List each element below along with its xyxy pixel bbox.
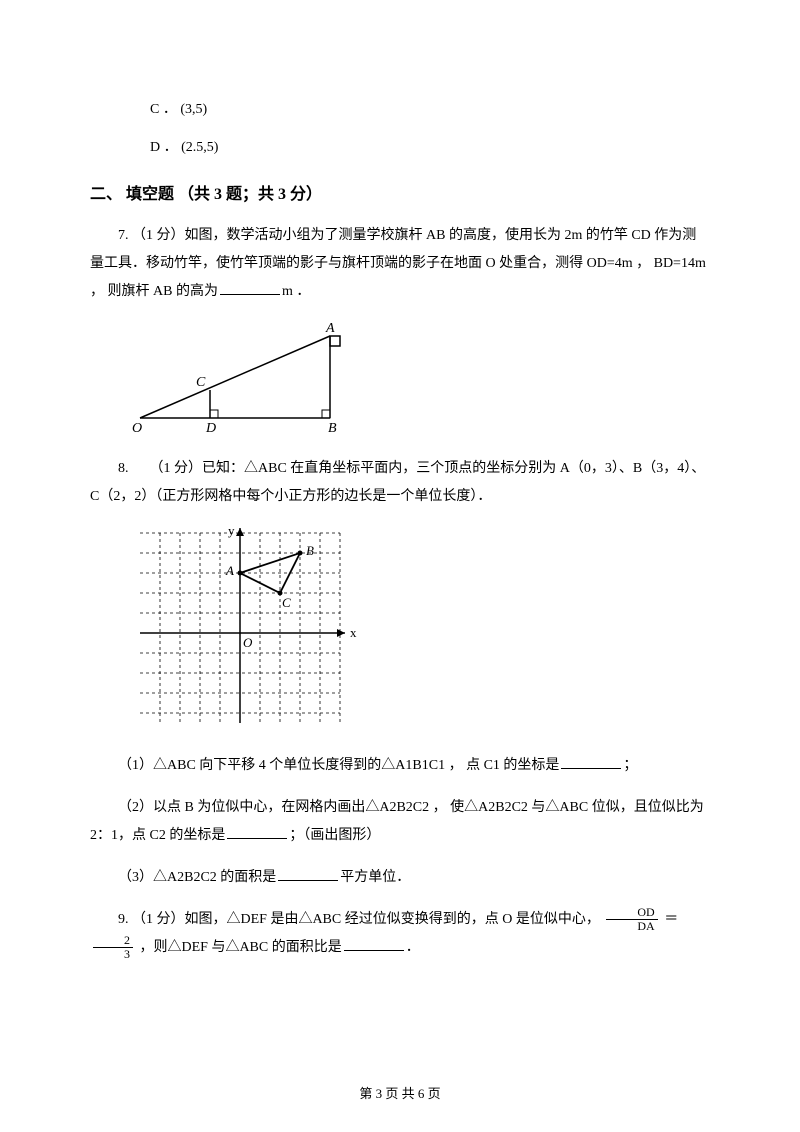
question-7: 7. （1 分）如图，数学活动小组为了测量学校旗杆 AB 的高度，使用长为 2m… <box>90 222 710 306</box>
svg-text:B: B <box>306 543 314 558</box>
q9-frac1-den: DA <box>606 920 657 933</box>
svg-text:y: y <box>228 523 235 538</box>
q8-figure: x y O A B C <box>130 523 710 738</box>
svg-text:B: B <box>328 421 337 436</box>
q8-part3: （3）△A2B2C2 的面积是 平方单位． <box>90 864 710 892</box>
q8-p2-text: （2）以点 B 为位似中心，在网格内画出△A2B2C2 ， 使△A2B2C2 与… <box>90 800 704 843</box>
option-d: D ． (2.5,5) <box>150 136 710 156</box>
q8-p1-text: （1）△ABC 向下平移 4 个单位长度得到的△A1B1C1 ， 点 C1 的坐… <box>118 758 559 773</box>
q8-p3-tail: 平方单位． <box>340 870 410 885</box>
q8-part1: （1）△ABC 向下平移 4 个单位长度得到的△A1B1C1 ， 点 C1 的坐… <box>90 752 710 780</box>
option-c: C ． (3,5) <box>150 98 710 118</box>
q8-p1-blank <box>561 754 621 769</box>
page: C ． (3,5) D ． (2.5,5) 二、 填空题 （共 3 题；共 3 … <box>0 0 800 1132</box>
svg-text:A: A <box>325 321 335 336</box>
q9-eq: ＝ <box>664 912 678 927</box>
q8-p2-tail: ；（画出图形） <box>289 828 380 843</box>
q8-p3-text: （3）△A2B2C2 的面积是 <box>118 870 276 885</box>
q8-p3-blank <box>278 866 338 881</box>
q9-text-b: ，则△DEF 与△ABC 的面积比是 <box>140 940 342 955</box>
q9-frac1: ODDA <box>606 906 657 933</box>
svg-text:O: O <box>132 421 142 436</box>
svg-text:x: x <box>350 625 357 640</box>
q8-p1-tail: ； <box>623 758 637 773</box>
question-8: 8. （1 分）已知：△ABC 在直角坐标平面内，三个顶点的坐标分别为 A（0，… <box>90 455 710 511</box>
q7-unit: m ． <box>282 284 310 299</box>
q9-frac1-num: OD <box>606 906 657 920</box>
q7-figure: O D B C A <box>130 318 710 443</box>
svg-text:C: C <box>196 375 206 390</box>
svg-text:D: D <box>205 421 216 436</box>
q8-part2: （2）以点 B 为位似中心，在网格内画出△A2B2C2 ， 使△A2B2C2 与… <box>90 794 710 850</box>
question-9: 9. （1 分）如图，△DEF 是由△ABC 经过位似变换得到的，点 O 是位似… <box>90 906 710 962</box>
q9-frac2-den: 3 <box>93 948 133 961</box>
q9-text-a: 9. （1 分）如图，△DEF 是由△ABC 经过位似变换得到的，点 O 是位似… <box>118 912 600 927</box>
svg-text:O: O <box>243 635 253 650</box>
q7-text: 7. （1 分）如图，数学活动小组为了测量学校旗杆 AB 的高度，使用长为 2m… <box>90 228 706 299</box>
q9-frac2-num: 2 <box>93 934 133 948</box>
q9-period: ． <box>406 940 420 955</box>
section-2-title: 二、 填空题 （共 3 题；共 3 分） <box>90 180 710 204</box>
q9-blank <box>344 936 404 951</box>
q7-blank <box>220 280 280 295</box>
q9-frac2: 23 <box>93 934 133 961</box>
page-footer: 第 3 页 共 6 页 <box>0 1083 800 1102</box>
svg-text:C: C <box>282 595 291 610</box>
svg-text:A: A <box>225 563 234 578</box>
q8-p2-blank <box>227 824 287 839</box>
